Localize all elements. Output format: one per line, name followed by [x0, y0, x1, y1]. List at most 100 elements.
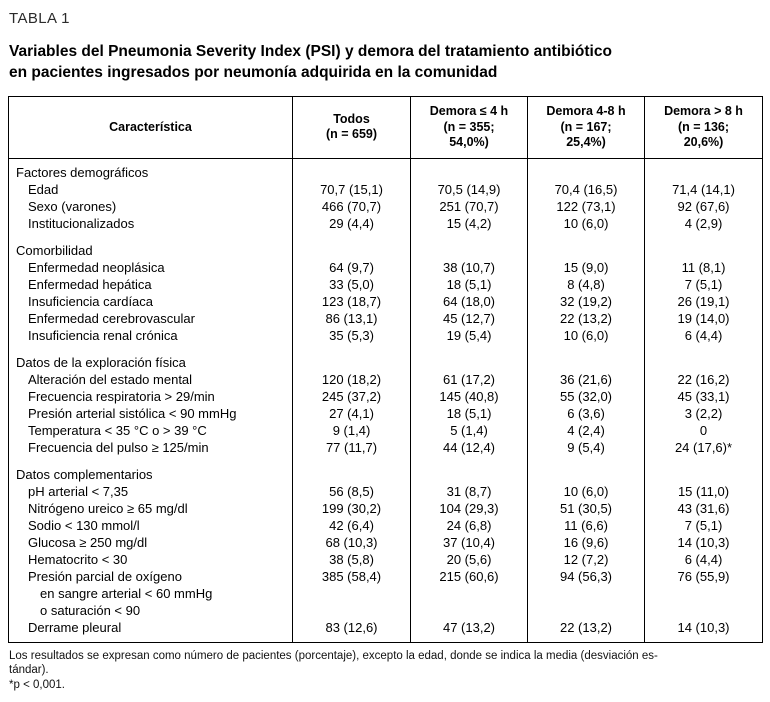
row-value: 12 (7,2): [527, 550, 645, 568]
row-label: Insuficiencia cardíaca: [8, 292, 293, 310]
row-value: 215 (60,6): [410, 567, 528, 619]
row-label: Alteración del estado mental: [8, 370, 293, 388]
page-title: Variables del Pneumonia Severity Index (…: [9, 41, 762, 83]
row-value: 199 (30,2): [292, 499, 411, 517]
row-label: Glucosa ≥ 250 mg/dl: [8, 533, 293, 551]
table-row: Frecuencia respiratoria > 29/min 245 (37,…: [8, 387, 763, 405]
row-value: 94 (56,3): [527, 567, 645, 619]
row-value: 122 (73,1): [527, 197, 645, 215]
row-label-continuation: o saturación < 90: [40, 602, 141, 618]
empty-cell: [527, 158, 645, 181]
row-value: 14 (10,3): [677, 619, 730, 635]
row-value: 120 (18,2): [292, 370, 411, 388]
row-value: 70,5 (14,9): [410, 180, 528, 198]
row-label: Frecuencia del pulso ≥ 125/min: [8, 438, 293, 456]
row-label-text: Presión parcial de oxígeno: [28, 568, 182, 584]
section-header-row: Datos complementarios: [8, 455, 763, 483]
row-value: 6 (4,4): [684, 327, 723, 343]
table-row: Temperatura < 35 °C o > 39 °C 9 (1,4) 5 (1…: [8, 421, 763, 439]
row-value: 4 (2,9): [684, 215, 723, 231]
empty-cell: [410, 231, 528, 259]
row-value: 11 (8,1): [681, 259, 726, 275]
row-value: 19 (5,4): [410, 326, 528, 344]
row-value: 64 (9,7): [292, 258, 411, 276]
row-label: Presión arterial sistólica < 90 mmHg: [8, 404, 293, 422]
row-value: 15 (11,0): [677, 483, 730, 499]
row-value: 18 (5,1): [410, 275, 528, 293]
row-label: Presión parcial de oxígeno en sangre arte…: [8, 567, 293, 619]
row-label: Temperatura < 35 °C o > 39 °C: [8, 421, 293, 439]
row-value: 18 (5,1): [410, 404, 528, 422]
row-value: 24 (6,8): [410, 516, 528, 534]
table-body: Factores demográficos Edad 70,7 (15,1) 70,5…: [8, 158, 763, 642]
table-row: Sodio < 130 mmol/l 42 (6,4) 24 (6,8) 11 (6,…: [8, 516, 763, 534]
table-row: Enfermedad hepática 33 (5,0) 18 (5,1) 8 (4,…: [8, 275, 763, 293]
title-line-2: en pacientes ingresados por neumonía adq…: [9, 64, 498, 81]
row-value: 45 (12,7): [410, 309, 528, 327]
row-label-text: Sodio < 130 mmol/l: [28, 517, 140, 533]
table-row: Derrame pleural 83 (12,6) 47 (13,2) 22 (13,…: [8, 618, 763, 642]
column-header-demora-4-8h: Demora 4-8 h (n = 167; 25,4%): [527, 96, 645, 159]
table-row: Glucosa ≥ 250 mg/dl 68 (10,3) 37 (10,4) 16 …: [8, 533, 763, 551]
footnote-line-2: tándar).: [9, 664, 49, 676]
empty-cell: [645, 232, 763, 259]
row-value: 10 (6,0): [527, 326, 645, 344]
row-label: Sexo (varones): [8, 197, 293, 215]
row-value: 7 (5,1): [684, 517, 723, 533]
row-value: 466 (70,7): [292, 197, 411, 215]
row-value: 55 (32,0): [527, 387, 645, 405]
row-label-text: Sexo (varones): [28, 198, 117, 214]
row-label: Enfermedad hepática: [8, 275, 293, 293]
row-value: 22 (13,2): [527, 309, 645, 327]
row-value: 32 (19,2): [527, 292, 645, 310]
empty-cell: [292, 343, 411, 371]
row-label-continuation: en sangre arterial < 60 mmHg: [40, 585, 213, 601]
psi-variables-table: Característica Todos (n = 659) Demora ≤ …: [8, 96, 763, 643]
empty-cell: [292, 158, 411, 181]
table-row: Enfermedad cerebrovascular 86 (13,1) 45 (1…: [8, 309, 763, 327]
row-label-text: Alteración del estado mental: [28, 371, 193, 387]
table-row: Institucionalizados 29 (4,4) 15 (4,2) 10 (6…: [8, 214, 763, 232]
row-label-text: Institucionalizados: [28, 215, 135, 231]
row-value: 38 (10,7): [410, 258, 528, 276]
row-value: 245 (37,2): [292, 387, 411, 405]
row-label-text: Frecuencia respiratoria > 29/min: [28, 388, 215, 404]
row-value: 56 (8,5): [292, 482, 411, 500]
empty-cell: [292, 455, 411, 483]
row-value: 61 (17,2): [410, 370, 528, 388]
section-header: Datos de la exploración física: [16, 354, 186, 370]
row-value: 51 (30,5): [527, 499, 645, 517]
row-value: 77 (11,7): [292, 438, 411, 456]
row-label-text: Derrame pleural: [28, 619, 122, 635]
empty-cell: [645, 344, 763, 371]
row-value: 104 (29,3): [410, 499, 528, 517]
table-row: Edad 70,7 (15,1) 70,5 (14,9) 70,4 (16,5) 71,…: [8, 180, 763, 198]
row-label-text: Hematocrito < 30: [28, 551, 128, 567]
table-row: Presión arterial sistólica < 90 mmHg 27 (…: [8, 404, 763, 422]
row-value: 6 (3,6): [527, 404, 645, 422]
row-value: 83 (12,6): [292, 618, 411, 642]
row-label-text: Enfermedad neoplásica: [28, 259, 165, 275]
row-value: 86 (13,1): [292, 309, 411, 327]
table-row: Presión parcial de oxígeno en sangre arte…: [8, 567, 763, 619]
footnotes: Los resultados se expresan como número d…: [9, 649, 762, 693]
row-label-text: Edad: [28, 181, 59, 197]
row-value: 64 (18,0): [410, 292, 528, 310]
row-value: 38 (5,8): [292, 550, 411, 568]
empty-cell: [410, 343, 528, 371]
row-label: Frecuencia respiratoria > 29/min: [8, 387, 293, 405]
row-value: 70,7 (15,1): [292, 180, 411, 198]
row-value: 3 (2,2): [684, 405, 723, 421]
table-row: Insuficiencia cardíaca 123 (18,7) 64 (18,0…: [8, 292, 763, 310]
row-label-text: Glucosa ≥ 250 mg/dl: [28, 534, 148, 550]
row-label-text: Presión arterial sistólica < 90 mmHg: [28, 405, 237, 421]
section-header: Datos complementarios: [16, 466, 153, 482]
row-value: 43 (31,6): [677, 500, 730, 516]
title-line-1: Variables del Pneumonia Severity Index (…: [9, 43, 612, 60]
section-header-row: Datos de la exploración física: [8, 343, 763, 371]
empty-cell: [292, 231, 411, 259]
row-value: 9 (5,4): [527, 438, 645, 456]
row-value: 47 (13,2): [410, 618, 528, 642]
section-header-row: Factores demográficos: [8, 158, 763, 181]
